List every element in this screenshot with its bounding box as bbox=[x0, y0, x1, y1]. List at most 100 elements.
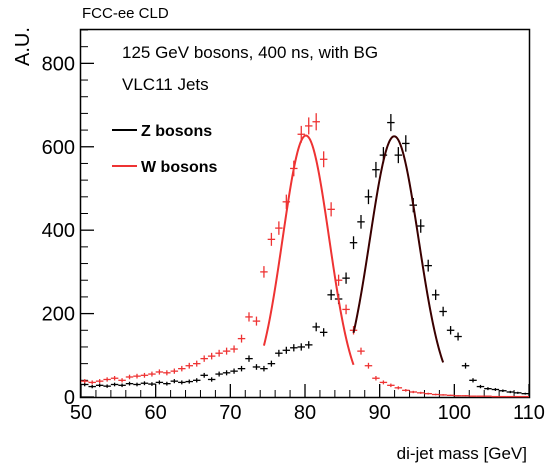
data-point bbox=[349, 236, 358, 250]
data-point bbox=[402, 135, 410, 152]
data-point bbox=[230, 368, 238, 374]
data-point bbox=[364, 189, 373, 205]
data-point bbox=[506, 395, 515, 398]
legend-label-z-bosons: Z bosons bbox=[141, 123, 212, 140]
data-point bbox=[469, 395, 477, 397]
data-point bbox=[260, 266, 268, 278]
data-point bbox=[155, 369, 164, 375]
data-point bbox=[81, 382, 89, 387]
data-point bbox=[379, 380, 388, 385]
data-point bbox=[155, 380, 164, 385]
data-point bbox=[163, 381, 171, 386]
x-tick-label: 100 bbox=[438, 402, 471, 424]
data-point bbox=[215, 371, 223, 377]
data-point bbox=[312, 113, 320, 131]
legend-label-w-bosons: W bosons bbox=[141, 159, 218, 176]
data-point bbox=[484, 395, 492, 397]
x-tick-label: 70 bbox=[219, 402, 241, 424]
data-point bbox=[342, 304, 350, 315]
fit-curve-w-bosons bbox=[262, 134, 355, 366]
data-point bbox=[387, 383, 395, 388]
data-point bbox=[245, 312, 253, 322]
data-point bbox=[409, 390, 417, 394]
data-point bbox=[454, 395, 462, 397]
data-point bbox=[222, 370, 231, 376]
x-tick-label: 60 bbox=[145, 402, 167, 424]
x-tick-label: 50 bbox=[70, 402, 92, 424]
x-tick-label: 80 bbox=[294, 402, 316, 424]
x-tick-label: 110 bbox=[513, 402, 545, 424]
data-point bbox=[125, 381, 134, 386]
data-point bbox=[193, 378, 201, 383]
data-point bbox=[394, 147, 403, 164]
data-point bbox=[439, 394, 447, 396]
data-point bbox=[491, 395, 500, 398]
data-point bbox=[417, 219, 425, 233]
annotation-line-2: VLC11 Jets bbox=[122, 75, 209, 94]
data-point bbox=[424, 259, 432, 272]
data-point bbox=[252, 364, 261, 370]
axis-ticks: 50 60 70 80 90 100 110 0 200 400 600 800 bbox=[42, 29, 545, 424]
data-layer bbox=[81, 113, 529, 398]
data-point bbox=[521, 395, 529, 398]
data-point bbox=[267, 360, 276, 367]
data-point bbox=[484, 387, 492, 391]
series-z-bosons bbox=[81, 114, 529, 395]
data-point bbox=[222, 347, 231, 355]
data-point bbox=[514, 395, 522, 398]
fit-layer bbox=[262, 134, 445, 366]
data-point bbox=[417, 391, 425, 394]
data-point bbox=[267, 232, 276, 246]
data-point bbox=[469, 378, 477, 383]
data-point bbox=[185, 379, 193, 384]
data-point bbox=[215, 349, 223, 357]
data-point bbox=[521, 392, 529, 395]
data-point bbox=[140, 372, 149, 378]
data-point bbox=[103, 377, 111, 382]
data-point bbox=[148, 382, 156, 386]
data-point bbox=[260, 365, 268, 372]
data-point bbox=[372, 375, 380, 381]
data-point bbox=[170, 368, 179, 374]
data-point bbox=[118, 378, 126, 383]
data-point bbox=[357, 215, 365, 229]
data-point bbox=[394, 386, 403, 390]
data-point bbox=[327, 202, 335, 217]
data-point bbox=[312, 322, 320, 332]
data-point bbox=[514, 391, 522, 394]
data-point bbox=[446, 326, 455, 335]
data-point bbox=[237, 334, 246, 343]
data-point bbox=[207, 377, 216, 382]
data-point bbox=[439, 306, 447, 317]
data-point bbox=[402, 388, 410, 392]
data-point bbox=[110, 375, 119, 381]
data-point bbox=[499, 389, 507, 393]
data-point bbox=[275, 221, 283, 235]
data-point bbox=[178, 365, 186, 372]
data-point bbox=[245, 355, 253, 362]
data-point bbox=[88, 380, 96, 385]
data-point bbox=[297, 343, 305, 351]
data-point bbox=[200, 355, 208, 362]
data-point bbox=[185, 362, 193, 369]
data-point bbox=[387, 114, 395, 132]
fit-curve-z-bosons bbox=[352, 135, 445, 363]
data-point bbox=[95, 383, 104, 388]
data-point bbox=[118, 383, 126, 388]
data-point bbox=[140, 381, 149, 386]
data-point bbox=[163, 370, 171, 376]
data-point bbox=[193, 360, 201, 367]
data-point bbox=[170, 379, 179, 384]
data-point bbox=[237, 365, 246, 372]
data-point bbox=[133, 382, 141, 387]
x-axis-label: di-jet mass [GeV] bbox=[397, 444, 527, 463]
plot-frame bbox=[79, 28, 531, 399]
data-point bbox=[476, 384, 485, 389]
series-w-bosons bbox=[81, 113, 529, 398]
data-point bbox=[305, 341, 313, 349]
data-point bbox=[200, 372, 208, 378]
data-point bbox=[461, 362, 470, 369]
y-tick-label: 200 bbox=[42, 304, 75, 326]
data-point bbox=[110, 382, 119, 387]
